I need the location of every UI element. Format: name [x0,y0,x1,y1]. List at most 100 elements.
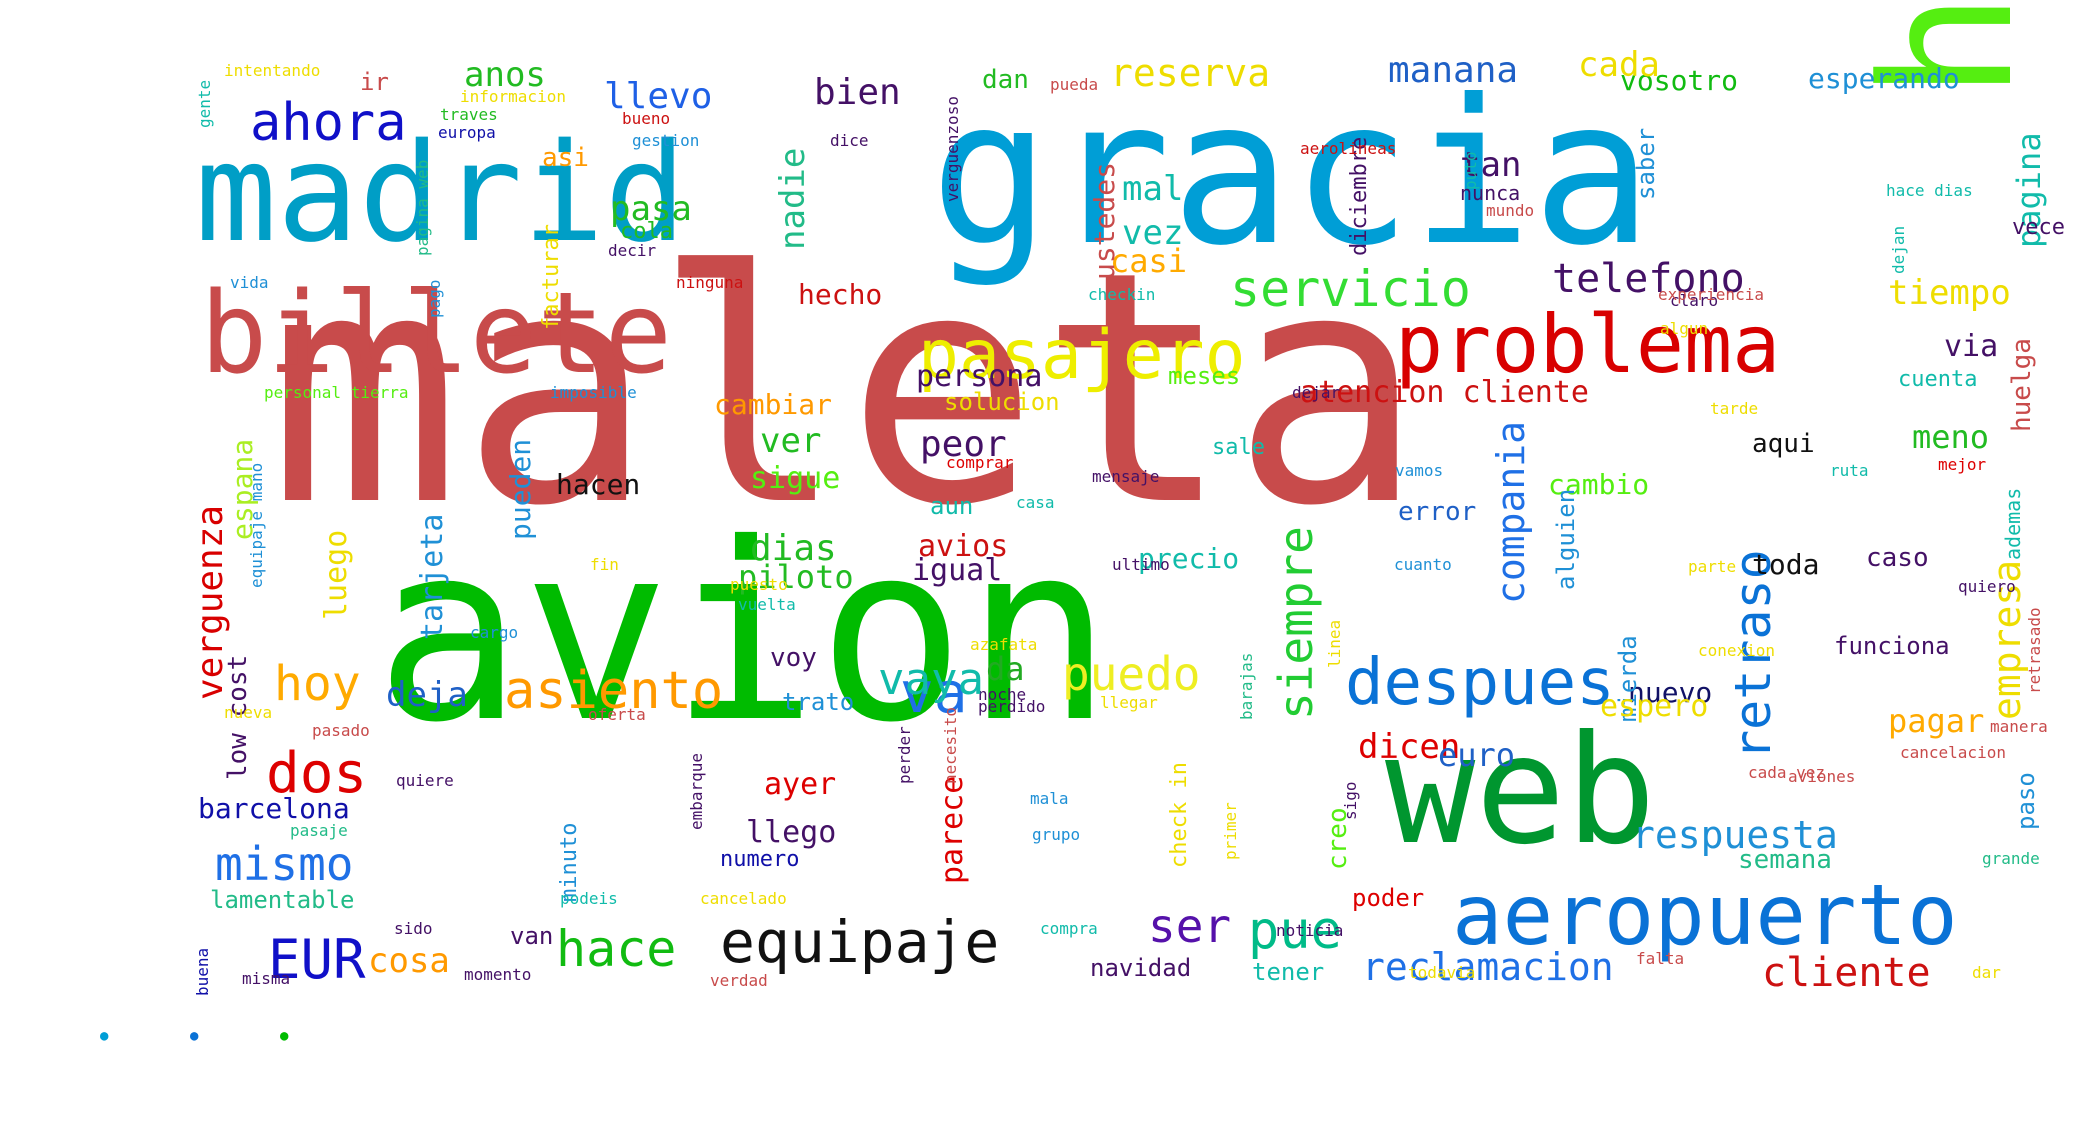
cloud-word: trato [782,688,854,716]
cloud-word: reclamacion [1362,945,1614,989]
cloud-word: experiencia [1658,285,1764,304]
cloud-word: cada [1578,45,1660,85]
cloud-word: anos [464,55,546,95]
cloud-word: manana [1388,50,1518,91]
cloud-word: falta [1636,949,1684,968]
cloud-word: comprar [946,453,1014,472]
cloud-word: vuelta [738,595,796,614]
cloud-word: cola [620,219,673,244]
cloud-word: aun [930,492,973,520]
cloud-word: siempre [1269,526,1323,720]
cloud-word: espana [226,439,259,540]
cloud-word: check in [1167,762,1192,868]
cloud-word: informacion [460,87,566,106]
cloud-word: pue [1248,901,1342,961]
cloud-word: alguien [1552,489,1580,590]
cloud-word: pasajero [918,316,1246,395]
cloud-word: barcelona [198,792,350,825]
cloud-word: sale [1212,435,1265,460]
cloud-word: maleta [268,204,1424,576]
cloud-word: ● [100,1028,109,1044]
cloud-word: compania [1489,421,1533,604]
cloud-word: pasaje [290,821,348,840]
cloud-word: momento [464,965,531,984]
cloud-word: lamentable [210,886,355,914]
cloud-word: nadie [773,148,813,250]
cloud-word: perdido [978,697,1045,716]
cloud-word: quiero [1958,577,2016,596]
cloud-word: vosotro [1620,64,1738,97]
cloud-word: problema [1395,298,1780,391]
cloud-word: ademas [2001,488,2025,560]
cloud-word: grande [1982,849,2040,868]
cloud-word: empresa [1985,560,2029,720]
cloud-word: cuenta [1898,367,1977,392]
cloud-word: hora [1844,0,2053,100]
cloud-word: personal tierra [264,383,409,402]
cloud-word: pagina [2010,132,2048,248]
cloud-word: imposible [550,383,637,402]
cloud-word: azafata [970,635,1037,654]
cloud-word: parece [935,776,970,884]
cloud-word: meno [1912,418,1989,456]
cloud-word: creo [1323,807,1353,870]
cloud-word: ● [280,1028,289,1044]
cloud-word: vez [1122,213,1183,253]
cloud-word: cancelacion [1900,743,2006,762]
cloud-word: cargo [470,623,518,642]
cloud-word: compra [1040,919,1098,938]
cloud-word: toda [1752,548,1819,581]
cloud-word: pueden [504,439,537,540]
cloud-word: saber [1632,128,1660,200]
cloud-word: nunca [1460,181,1520,205]
cloud-word: tener [1252,958,1324,986]
cloud-word: nueva [224,703,272,722]
cloud-word: ultimo [1112,555,1170,574]
cloud-word: llego [746,815,836,850]
cloud-word: bien [814,72,901,113]
cloud-word: despues [1345,646,1615,720]
cloud-word: dar [1972,963,2001,982]
cloud-word: gente [195,80,214,128]
cloud-word: semana [1738,845,1832,875]
cloud-word: dan [982,65,1029,95]
cloud-word: pasa [610,189,692,229]
cloud-word: ser [1148,899,1231,953]
cloud-word: EUR [268,928,366,991]
cloud-word: persona [916,359,1042,394]
cloud-word: aqui [1752,429,1815,459]
cloud-word: llevo [604,76,712,117]
cloud-word: aerolineas [1300,139,1396,158]
cloud-word: vamos [1395,461,1443,480]
cloud-word: parte [1688,557,1736,576]
cloud-word: dice [830,131,869,150]
cloud-word: avion [375,491,1113,776]
cloud-word: dejar [1292,383,1341,402]
cloud-word: mundo [1486,201,1534,220]
cloud-word: huelga [2007,338,2037,432]
cloud-word: cliente [1762,950,1931,996]
cloud-word: asi [542,143,589,173]
cloud-word: peor [920,424,1007,465]
cloud-word: noche [978,685,1026,704]
cloud-word: funciona [1834,632,1950,660]
cloud-word: misma [242,969,290,988]
cloud-word: navidad [1090,954,1191,982]
cloud-word: hecho [798,278,882,311]
cloud-word: gestion [632,131,699,150]
cloud-word: pueda [1050,75,1098,94]
cloud-word: igual [912,553,1002,588]
cloud-word: dicen [1358,727,1460,767]
cloud-word: gracia [930,57,1652,290]
cloud-word: cancelado [700,889,787,908]
cloud-word: linea [1325,620,1344,668]
cloud-word: pagina web [413,160,432,256]
cloud-word: puesto [730,575,788,594]
cloud-word: vece [2012,215,2065,240]
cloud-word: esperando [1808,62,1960,95]
cloud-word: ver [760,421,821,461]
cloud-word: fin [590,555,619,574]
cloud-word: mierda [1614,635,1642,722]
cloud-word: diciembre [1347,137,1372,256]
